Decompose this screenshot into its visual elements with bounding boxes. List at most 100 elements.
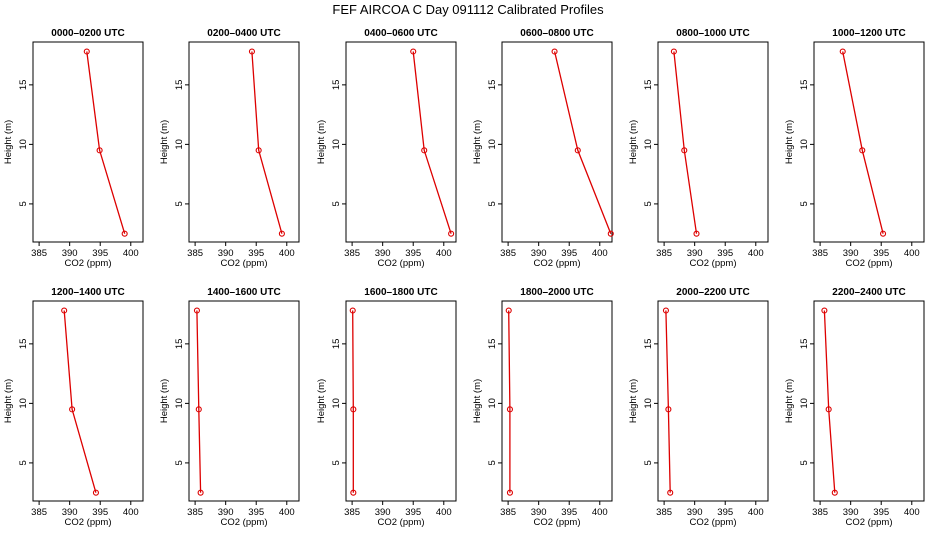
profile-line — [352, 310, 354, 493]
x-tick-label: 400 — [436, 248, 452, 259]
y-tick-label: 5 — [18, 460, 29, 465]
panel-8: 1400–1600 UTC 385 390 395 400 5 10 15 CO2 (ppm) H… — [159, 287, 300, 528]
profile-point — [349, 307, 356, 314]
panel-5: 0800–1000 UTC 385 390 395 400 5 10 15 CO2 (ppm) H… — [628, 28, 769, 269]
profile-line — [673, 51, 698, 234]
y-tick-label: 10 — [331, 398, 342, 409]
x-tick-label: 390 — [687, 248, 703, 259]
plot-frame — [345, 41, 457, 243]
y-tick-label: 10 — [18, 139, 29, 150]
panel-grid: 0000–0200 UTC 385 390 395 400 5 10 15 CO2 (ppm) H… — [3, 28, 925, 528]
plot-frame — [188, 41, 300, 243]
y-tick-label: 10 — [331, 139, 342, 150]
panel-title: 0800–1000 UTC — [676, 28, 749, 39]
x-tick-label: 390 — [218, 248, 234, 259]
panel-title: 1800–2000 UTC — [520, 287, 593, 298]
panel-title: 1000–1200 UTC — [832, 28, 905, 39]
y-tick-label: 15 — [18, 339, 29, 350]
x-tick-label: 390 — [375, 507, 391, 518]
panel-2: 0200–0400 UTC 385 390 395 400 5 10 15 CO2 (ppm) H… — [159, 28, 300, 269]
x-tick-label: 395 — [873, 507, 889, 518]
profile-point — [121, 230, 128, 237]
x-tick-label: 400 — [279, 248, 295, 259]
y-tick-label: 15 — [487, 80, 498, 91]
x-axis-label: CO2 (ppm) — [65, 258, 112, 269]
y-tick-label: 15 — [18, 80, 29, 91]
panel-12: 2200–2400 UTC 385 390 395 400 5 10 15 CO2 (ppm) H… — [784, 287, 925, 528]
profile-point — [662, 307, 669, 314]
panel-11: 2000–2200 UTC 385 390 395 400 5 10 15 CO2 (ppm) H… — [628, 287, 769, 528]
y-tick-label: 10 — [174, 398, 185, 409]
y-tick-label: 15 — [487, 339, 498, 350]
x-tick-label: 400 — [904, 507, 920, 518]
x-tick-label: 395 — [561, 507, 577, 518]
profile-point — [667, 489, 674, 496]
profile-point — [421, 147, 428, 154]
profile-point — [278, 230, 285, 237]
x-axis-label: CO2 (ppm) — [221, 517, 268, 528]
y-tick-label: 5 — [331, 201, 342, 206]
x-axis-label: CO2 (ppm) — [690, 517, 737, 528]
panel-title: 1200–1400 UTC — [51, 287, 124, 298]
x-tick-label: 385 — [344, 507, 360, 518]
profile-point — [574, 147, 581, 154]
panel-6: 1000–1200 UTC 385 390 395 400 5 10 15 CO2 (ppm) H… — [784, 28, 925, 269]
y-axis-label: Height (m) — [472, 379, 483, 423]
y-tick-label: 5 — [487, 460, 498, 465]
profile-point — [197, 489, 204, 496]
x-tick-label: 385 — [812, 507, 828, 518]
x-tick-label: 385 — [812, 248, 828, 259]
x-tick-label: 395 — [92, 248, 108, 259]
x-tick-label: 390 — [62, 248, 78, 259]
x-axis-label: CO2 (ppm) — [221, 258, 268, 269]
profile-line — [251, 51, 283, 234]
x-tick-label: 395 — [405, 248, 421, 259]
x-tick-label: 400 — [748, 248, 764, 259]
y-tick-label: 15 — [174, 80, 185, 91]
profile-point — [255, 147, 262, 154]
x-tick-label: 385 — [187, 507, 203, 518]
y-tick-label: 10 — [799, 398, 810, 409]
x-tick-label: 385 — [344, 248, 360, 259]
plot-frame — [188, 300, 300, 502]
x-axis-label: CO2 (ppm) — [846, 258, 893, 269]
x-tick-label: 385 — [500, 248, 516, 259]
y-tick-label: 5 — [18, 201, 29, 206]
y-tick-label: 10 — [799, 139, 810, 150]
profile-point — [350, 489, 357, 496]
panel-10: 1800–2000 UTC 385 390 395 400 5 10 15 CO2 (ppm) H… — [472, 287, 613, 528]
plot-frame — [657, 41, 769, 243]
x-tick-label: 395 — [248, 507, 264, 518]
panel-title: 1600–1800 UTC — [364, 287, 437, 298]
x-axis-label: CO2 (ppm) — [378, 517, 425, 528]
profile-point — [693, 230, 700, 237]
figure-title: FEF AIRCOA C Day 091112 Calibrated Profi… — [332, 2, 604, 17]
x-tick-label: 390 — [218, 507, 234, 518]
x-tick-label: 400 — [436, 507, 452, 518]
x-tick-label: 390 — [62, 507, 78, 518]
y-tick-label: 15 — [174, 339, 185, 350]
y-tick-label: 10 — [487, 139, 498, 150]
x-tick-label: 400 — [904, 248, 920, 259]
x-tick-label: 385 — [31, 248, 47, 259]
profile-point — [195, 406, 202, 413]
profile-point — [821, 307, 828, 314]
y-tick-label: 5 — [799, 460, 810, 465]
x-axis-label: CO2 (ppm) — [690, 258, 737, 269]
x-tick-label: 400 — [123, 248, 139, 259]
profile-point — [665, 406, 672, 413]
plot-frame — [813, 41, 925, 243]
plot-frame — [501, 41, 613, 243]
panel-title: 2000–2200 UTC — [676, 287, 749, 298]
profile-point — [505, 307, 512, 314]
y-axis-label: Height (m) — [628, 379, 639, 423]
profile-point — [839, 48, 846, 55]
y-tick-label: 10 — [643, 398, 654, 409]
y-tick-label: 15 — [643, 339, 654, 350]
plot-frame — [657, 300, 769, 502]
profile-point — [248, 48, 255, 55]
x-tick-label: 390 — [531, 248, 547, 259]
profile-point — [506, 406, 513, 413]
y-tick-label: 5 — [331, 460, 342, 465]
